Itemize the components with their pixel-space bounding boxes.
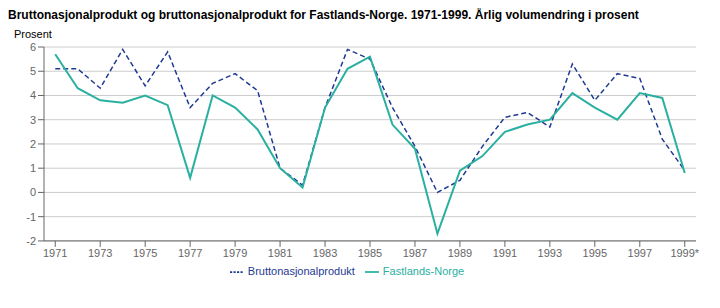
svg-text:-2: -2 bbox=[26, 235, 36, 247]
svg-text:1995: 1995 bbox=[583, 247, 607, 259]
svg-text:1999*: 1999* bbox=[670, 247, 699, 259]
html-text:Prosent: Prosent bbox=[14, 28, 52, 40]
html-text:Fastlands-Norge: Fastlands-Norge bbox=[382, 264, 465, 277]
svg-text:1993: 1993 bbox=[538, 247, 562, 259]
svg-text:3: 3 bbox=[30, 114, 36, 126]
svg-text:1: 1 bbox=[30, 162, 36, 174]
svg-text:1975: 1975 bbox=[133, 247, 157, 259]
svg-text:1979: 1979 bbox=[223, 247, 247, 259]
svg-text:1981: 1981 bbox=[268, 247, 292, 259]
svg-text:1985: 1985 bbox=[358, 247, 382, 259]
svg-text:1983: 1983 bbox=[313, 247, 337, 259]
svg-text:1973: 1973 bbox=[88, 247, 112, 259]
svg-text:-1: -1 bbox=[26, 211, 36, 223]
html-text:Bruttonasjonalprodukt: Bruttonasjonalprodukt bbox=[247, 264, 355, 277]
svg-text:1987: 1987 bbox=[403, 247, 427, 259]
svg-text:1971: 1971 bbox=[43, 247, 67, 259]
svg-text:1977: 1977 bbox=[178, 247, 202, 259]
svg-text:6: 6 bbox=[30, 41, 36, 53]
html-text:Bruttonasjonalprodukt og brutt: Bruttonasjonalprodukt og bruttonasjonalp… bbox=[8, 8, 639, 22]
svg-text:1989: 1989 bbox=[448, 247, 472, 259]
svg-text:2: 2 bbox=[30, 138, 36, 150]
svg-text:1997: 1997 bbox=[628, 247, 652, 259]
svg-text:1991: 1991 bbox=[493, 247, 517, 259]
svg-text:4: 4 bbox=[30, 89, 36, 101]
svg-text:5: 5 bbox=[30, 65, 36, 77]
svg-text:0: 0 bbox=[30, 186, 36, 198]
